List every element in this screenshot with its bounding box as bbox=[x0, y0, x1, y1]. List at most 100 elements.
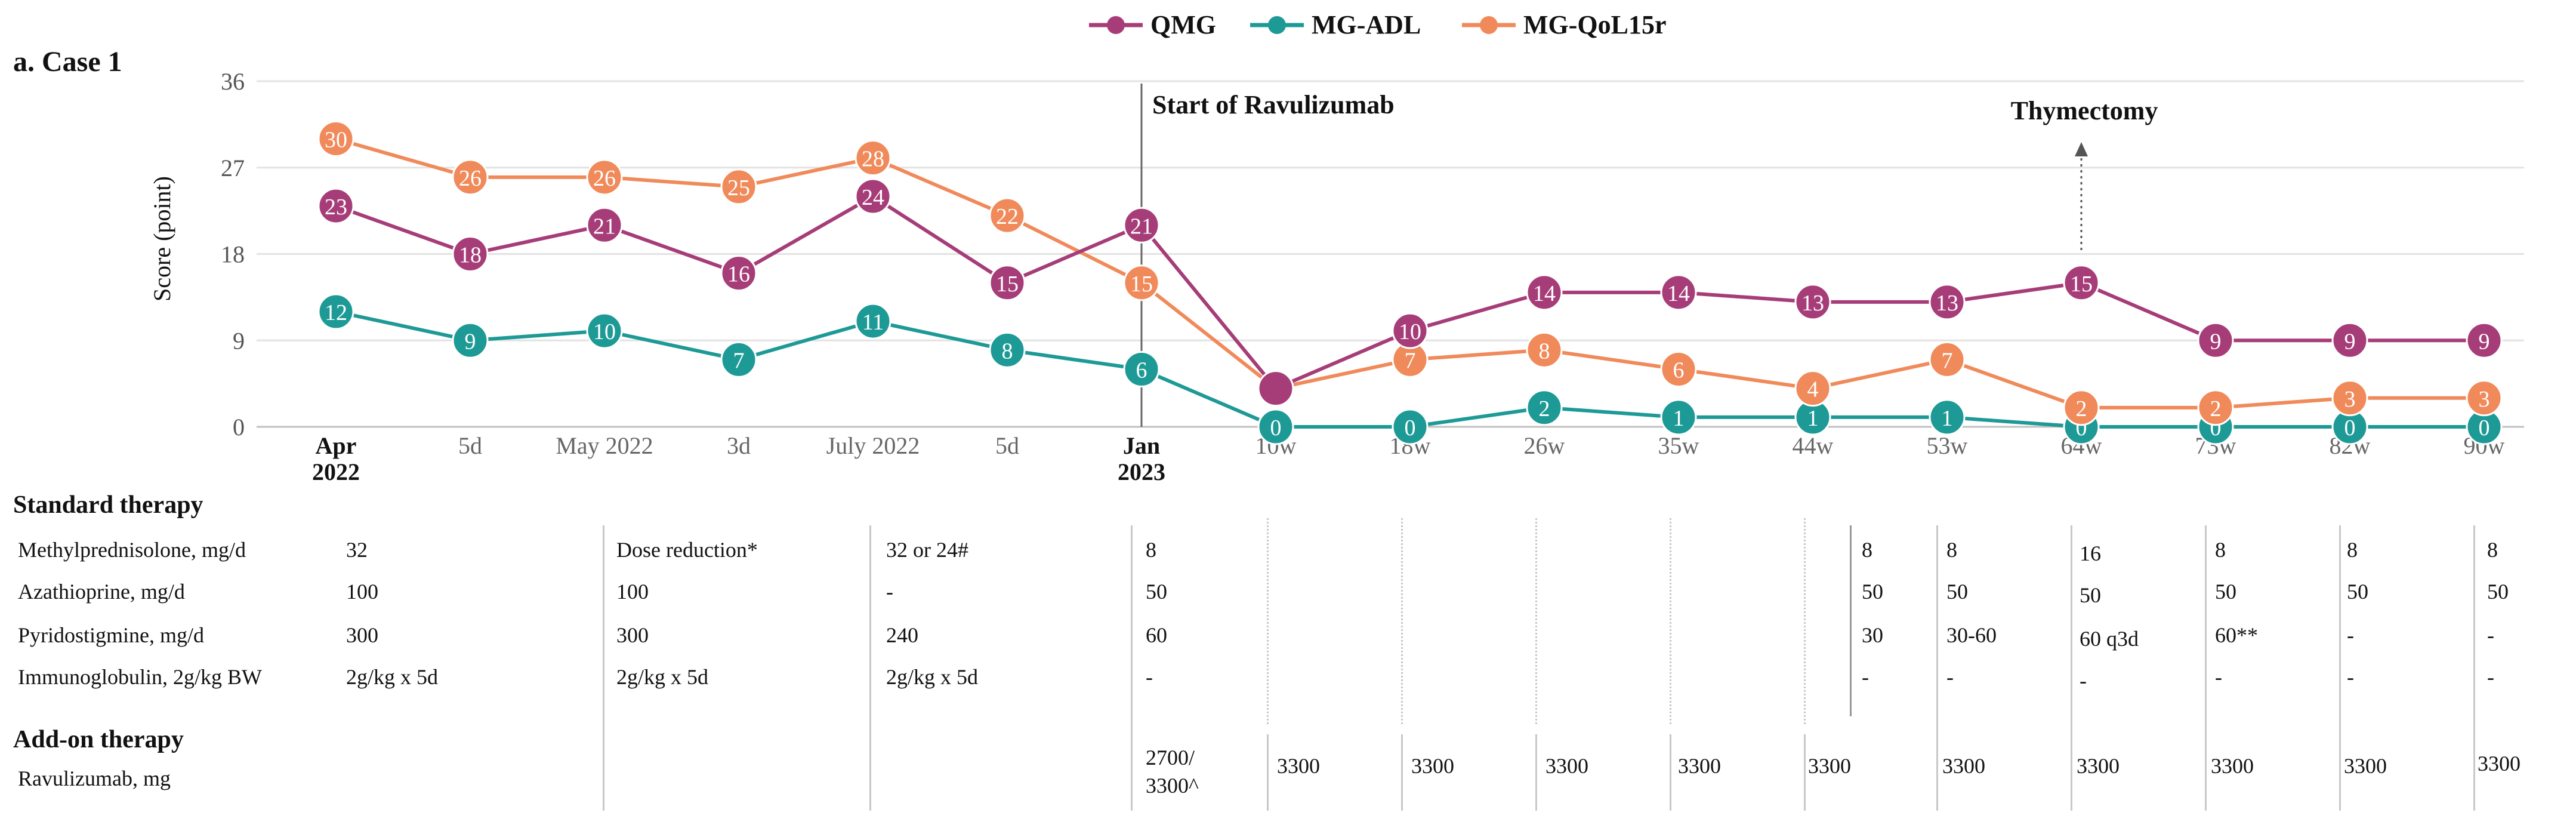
data-label: 26 bbox=[593, 166, 616, 191]
data-label: 21 bbox=[593, 214, 616, 239]
panel-label: a. Case 1 bbox=[13, 46, 122, 78]
data-label: 1 bbox=[1807, 406, 1819, 431]
therapy-cell: 50 bbox=[1862, 580, 1883, 604]
data-point bbox=[1660, 274, 1697, 311]
data-label: 10 bbox=[593, 319, 616, 344]
data-label: 2 bbox=[2076, 396, 2087, 421]
therapy-cell: 50 bbox=[2487, 580, 2509, 604]
data-label: 0 bbox=[2344, 415, 2356, 441]
data-label: 15 bbox=[996, 272, 1019, 297]
ravulizumab-first-dose-line2: 3300^ bbox=[1146, 774, 1199, 798]
data-point bbox=[1660, 351, 1697, 387]
table-column-separator bbox=[869, 525, 871, 811]
data-point bbox=[2331, 322, 2368, 359]
legend-swatch-marker bbox=[1107, 16, 1125, 34]
data-label: 12 bbox=[325, 300, 347, 325]
legend-item-mg-qol15r: MG-QoL15r bbox=[1462, 10, 1667, 39]
therapy-cell: - bbox=[2487, 665, 2494, 689]
data-point bbox=[1929, 284, 1966, 321]
table-column-separator bbox=[1401, 734, 1403, 811]
x-tick-label: 3d bbox=[727, 432, 751, 459]
data-label: 0 bbox=[1270, 415, 1282, 441]
data-point bbox=[1257, 408, 1294, 445]
data-label: 10 bbox=[1399, 319, 1421, 344]
data-label: 14 bbox=[1533, 281, 1556, 306]
data-label: 6 bbox=[1673, 358, 1685, 383]
data-point bbox=[854, 178, 891, 215]
legend-label: MG-ADL bbox=[1312, 10, 1421, 39]
data-label: 7 bbox=[1405, 348, 1416, 373]
ravulizumab-dose: 3300 bbox=[1277, 754, 1320, 778]
y-axis-label: Score (point) bbox=[149, 176, 175, 301]
table-column-separator bbox=[1131, 525, 1133, 811]
therapy-cell: 240 bbox=[886, 623, 918, 647]
data-point bbox=[2466, 322, 2503, 359]
ravulizumab-dose: 3300 bbox=[1808, 754, 1851, 778]
data-point bbox=[586, 159, 623, 196]
therapy-cell: 32 bbox=[346, 538, 368, 562]
data-point bbox=[317, 187, 354, 224]
data-label: 2 bbox=[2210, 396, 2222, 421]
therapy-cell: 2g/kg x 5d bbox=[886, 665, 979, 689]
data-label: 9 bbox=[2344, 329, 2356, 354]
ravulizumab-dose: 3300 bbox=[1545, 754, 1588, 778]
data-label: 25 bbox=[727, 176, 750, 201]
therapy-cell: 60** bbox=[2215, 623, 2258, 647]
data-point bbox=[317, 293, 354, 330]
data-label: 15 bbox=[2070, 272, 2093, 297]
grid-lines bbox=[257, 80, 2524, 428]
therapy-cell: 8 bbox=[2347, 538, 2358, 562]
annotations: Start of Ravulizumab Thymectomy bbox=[1140, 84, 2158, 427]
legend: QMG MG-ADL MG-QoL15r bbox=[1089, 10, 1667, 39]
data-point bbox=[1794, 370, 1831, 407]
data-label: 28 bbox=[862, 147, 884, 172]
data-label: 8 bbox=[1002, 338, 1013, 364]
ravulizumab-dose: 3300 bbox=[2478, 752, 2521, 775]
data-point bbox=[2197, 389, 2234, 426]
series-mg-qol15r: 302626252822154786472233 bbox=[317, 121, 2503, 426]
x-tick-label: 44w bbox=[1793, 432, 1834, 459]
data-label: 9 bbox=[2210, 329, 2222, 354]
data-label: 7 bbox=[733, 348, 745, 373]
therapy-row-label: Immunoglobulin, 2g/kg BW bbox=[18, 665, 262, 689]
addon-therapy-header: Add-on therapy bbox=[13, 726, 184, 753]
data-point bbox=[1526, 331, 1563, 368]
data-label: 6 bbox=[1136, 358, 1147, 383]
data-label: 3 bbox=[2344, 387, 2356, 412]
data-label: 1 bbox=[1673, 406, 1685, 431]
table-column-separator bbox=[603, 525, 604, 811]
therapy-cell: - bbox=[2215, 665, 2222, 689]
data-point bbox=[1123, 264, 1160, 301]
data-point bbox=[586, 312, 623, 349]
ravulizumab-dose: 3300 bbox=[2211, 754, 2254, 778]
therapy-cell: 8 bbox=[2215, 538, 2226, 562]
data-label: 14 bbox=[1667, 281, 1690, 306]
data-point bbox=[720, 168, 757, 205]
ravulizumab-first-dose: 2700/ bbox=[1146, 746, 1195, 769]
table-column-separator bbox=[1267, 518, 1269, 724]
data-point bbox=[854, 140, 891, 177]
series-qmg: 23 18 21 16 24 15 21 10 14 14 13 13 15 9 9 9 bbox=[317, 178, 2503, 407]
therapy-cell: - bbox=[2347, 623, 2354, 647]
table-column-separator bbox=[2339, 525, 2341, 811]
therapy-cell: - bbox=[1946, 665, 1954, 689]
data-point bbox=[989, 197, 1026, 234]
data-point bbox=[452, 322, 489, 359]
therapy-cell: 100 bbox=[346, 580, 378, 604]
data-point bbox=[989, 264, 1026, 301]
legend-item-qmg: QMG bbox=[1089, 10, 1216, 39]
table-column-separator bbox=[2205, 525, 2207, 811]
therapy-cell: 8 bbox=[2487, 538, 2498, 562]
data-label: 16 bbox=[727, 262, 750, 287]
table-column-separator bbox=[1401, 518, 1403, 724]
data-point bbox=[1123, 351, 1160, 387]
therapy-cell: 30 bbox=[1862, 623, 1883, 647]
table-column-separator bbox=[1804, 518, 1806, 724]
table-column-separator bbox=[2071, 525, 2072, 811]
table-column-separator bbox=[1804, 734, 1806, 811]
data-point bbox=[1929, 399, 1966, 436]
annotation-ravulizumab: Start of Ravulizumab bbox=[1152, 90, 1395, 119]
data-point bbox=[1660, 399, 1697, 436]
